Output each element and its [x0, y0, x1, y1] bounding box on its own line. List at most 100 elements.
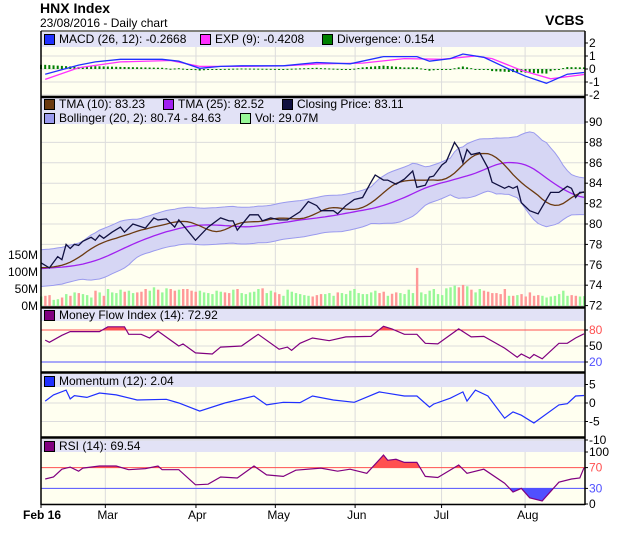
- volume-bar: [173, 290, 177, 306]
- y-tick-label: 80: [589, 217, 603, 231]
- volume-bar: [428, 290, 431, 306]
- volume-bar: [374, 290, 377, 306]
- bollinger-lower: [40, 190, 584, 287]
- divergence-bar: [232, 68, 235, 70]
- volume-bar: [198, 290, 202, 306]
- divergence-bar: [415, 67, 418, 69]
- volume-bar: [324, 294, 327, 306]
- volume-bar: [240, 293, 243, 306]
- divergence-bar: [378, 65, 381, 69]
- y-tick-label: 78: [589, 237, 603, 251]
- volume-bar: [491, 293, 494, 306]
- volume-bar: [202, 292, 206, 306]
- tma10-line: [41, 152, 585, 269]
- divergence-bar: [353, 68, 356, 70]
- tma25-line: [40, 161, 585, 270]
- y-tick-label: 86: [589, 156, 603, 170]
- divergence-bar: [144, 67, 147, 69]
- divergence-bar: [202, 69, 205, 71]
- divergence-bar: [566, 67, 569, 69]
- divergence-bar: [449, 69, 452, 70]
- divergence-bar: [169, 68, 172, 70]
- legend-exp: EXP (9): -0.4208: [200, 32, 304, 46]
- volume-bar: [182, 289, 185, 306]
- volume-bar: [81, 294, 85, 306]
- volume-bar: [315, 295, 319, 306]
- volume-bar: [386, 295, 390, 306]
- y-tick-label: 1: [589, 49, 596, 63]
- volume-bar: [420, 292, 423, 306]
- divergence-bar: [516, 69, 519, 73]
- divergence-bar: [503, 69, 506, 72]
- x-tick-label: Jul: [434, 508, 449, 522]
- volume-bar: [136, 292, 139, 306]
- divergence-bar: [294, 68, 297, 70]
- divergence-bar: [578, 67, 581, 69]
- divergence-bar: [282, 69, 285, 70]
- volume-bar: [69, 295, 72, 306]
- legend-mfi: Money Flow Index (14): 72.92: [44, 308, 218, 322]
- divergence-bar: [173, 68, 176, 70]
- y-tick-label: 72: [589, 299, 603, 313]
- divergence-bar: [486, 69, 489, 71]
- y-tick-label: -1: [589, 75, 600, 89]
- legend-swatch-divergence: [322, 33, 333, 45]
- volume-bar: [411, 293, 415, 306]
- divergence-bar: [328, 68, 331, 70]
- y-tick-label: 0: [589, 62, 596, 76]
- divergence-bar: [298, 68, 301, 70]
- divergence-bar: [290, 68, 293, 70]
- divergence-bar: [583, 67, 585, 69]
- divergence-bar: [257, 68, 260, 70]
- volume-bar: [499, 294, 502, 306]
- volume-bar: [436, 294, 440, 306]
- divergence-bar: [457, 67, 460, 69]
- volume-bar: [85, 295, 89, 306]
- volume-bar: [106, 289, 110, 306]
- divergence-bar: [207, 69, 210, 70]
- volume-bar: [432, 289, 436, 306]
- volume-bar: [144, 289, 147, 306]
- legend-swatch-rsi: [44, 440, 55, 452]
- divergence-bar: [182, 68, 185, 70]
- chart-subtitle: 23/08/2016 - Daily chart: [40, 16, 168, 30]
- divergence-bar: [361, 67, 364, 69]
- volume-bar: [90, 297, 93, 306]
- divergence-bar: [52, 65, 55, 69]
- divergence-bar: [528, 69, 531, 73]
- volume-bar: [357, 293, 360, 306]
- volume-bar: [353, 289, 356, 306]
- volume-bar: [440, 295, 444, 306]
- volume-bar: [453, 285, 456, 306]
- x-tick-label: Feb 16: [23, 508, 61, 522]
- y-tick-label: 0: [589, 497, 596, 511]
- legend-swatch-tma10: [44, 98, 55, 110]
- volume-bar: [94, 290, 97, 306]
- divergence-bar: [215, 69, 218, 70]
- volume-bar: [44, 295, 47, 306]
- x-tick-label: Apr: [188, 508, 207, 522]
- volume-bar: [115, 293, 118, 306]
- divergence-bar: [269, 68, 272, 70]
- volume-bar: [403, 294, 406, 306]
- divergence-bar: [432, 69, 435, 71]
- legend-label: Vol: 29.07M: [255, 111, 319, 125]
- volume-bar: [399, 293, 402, 306]
- y-tick-label: 76: [589, 258, 603, 272]
- close-price-line: [40, 141, 585, 269]
- y-tick-label: 90: [589, 115, 603, 129]
- volume-bar: [520, 294, 523, 306]
- y-tick-label: 2: [589, 36, 596, 50]
- volume-bar: [486, 291, 490, 306]
- volume-bar: [570, 295, 573, 306]
- legend-label: Bollinger (20, 2): 80.74 - 84.63: [59, 111, 222, 125]
- legend-label: EXP (9): -0.4208: [215, 32, 305, 46]
- volume-tick-label: 0M: [21, 299, 38, 313]
- divergence-bar: [570, 67, 573, 69]
- volume-bar: [415, 267, 419, 306]
- divergence-bar: [186, 69, 189, 70]
- volume-bar: [48, 295, 51, 306]
- volume-bar: [507, 295, 511, 306]
- divergence-bar: [85, 66, 88, 69]
- volume-bar: [127, 290, 131, 306]
